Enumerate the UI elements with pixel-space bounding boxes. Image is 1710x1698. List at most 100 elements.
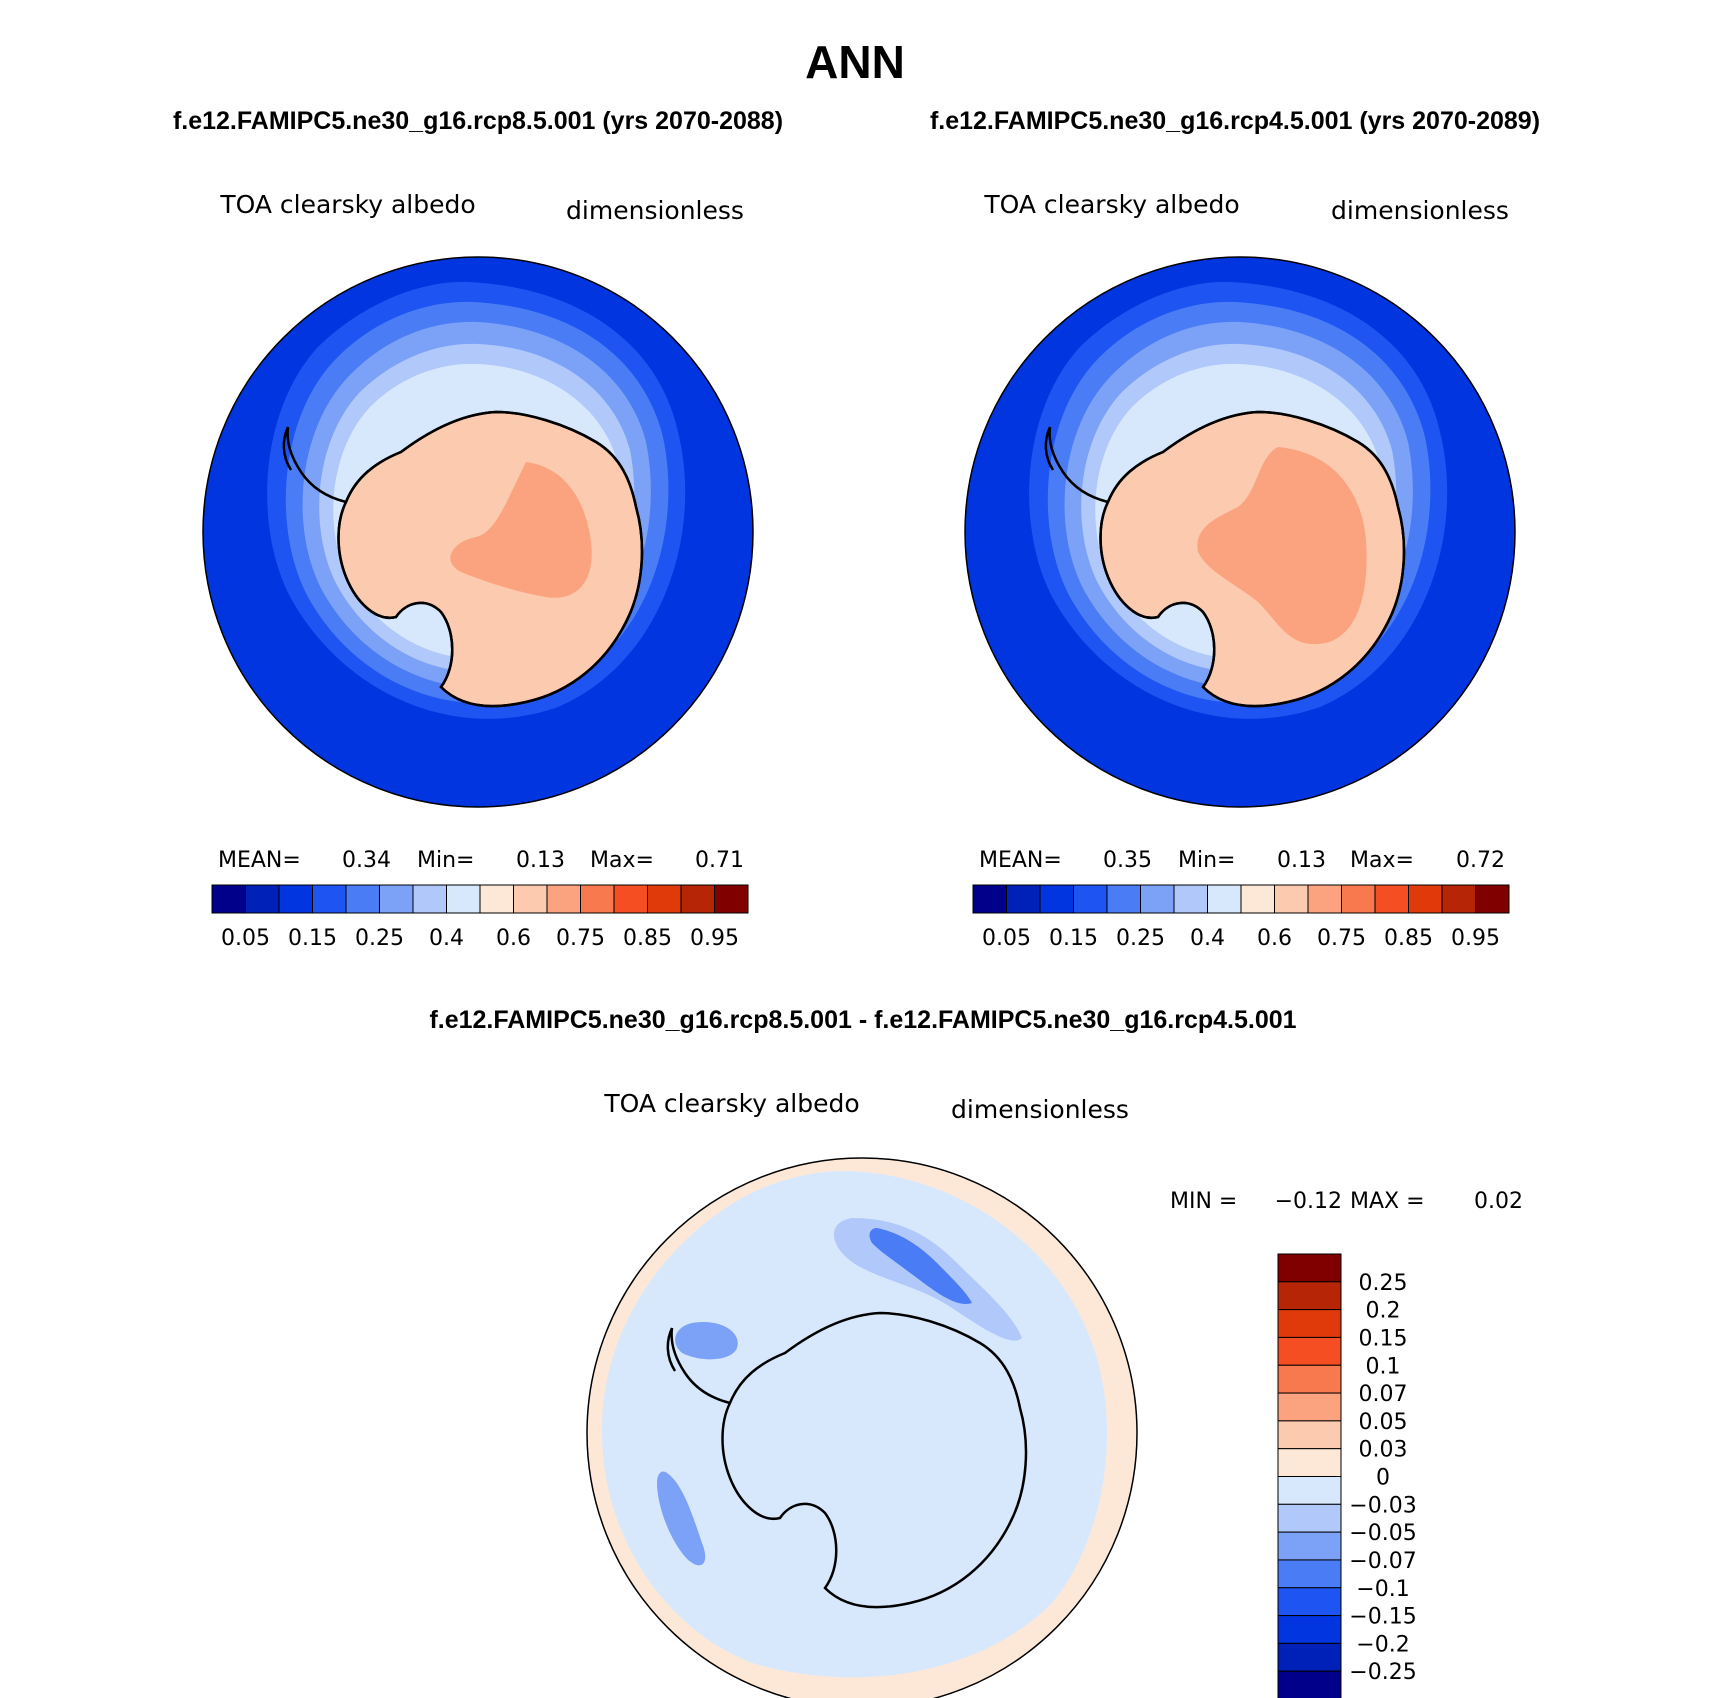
colorbar-swatch <box>479 884 514 914</box>
max-value: 0.72 <box>1456 848 1505 873</box>
polar-map-difference <box>586 1157 1138 1698</box>
colorbar-tick-label: 0.4 <box>1190 926 1225 951</box>
colorbar-swatch <box>1274 884 1309 914</box>
mean-label: MEAN= <box>979 848 1062 873</box>
colorbar-swatch <box>1277 1670 1342 1698</box>
colorbar-tick-label: 0.85 <box>623 926 672 951</box>
colorbar-swatch <box>1441 884 1476 914</box>
mean-value: 0.35 <box>1103 848 1152 873</box>
units-label: dimensionless <box>951 1095 1129 1124</box>
colorbar-swatch <box>1277 1253 1342 1283</box>
units-label: dimensionless <box>566 196 744 225</box>
colorbar-swatch <box>1408 884 1443 914</box>
colorbar-swatch <box>613 884 648 914</box>
colorbar-tick-label: −0.07 <box>1349 1549 1416 1574</box>
panel-difference: f.e12.FAMIPC5.ne30_g16.rcp8.5.001 - f.e1… <box>429 1006 1523 1698</box>
colorbar-swatch <box>1277 1615 1342 1644</box>
max-label: Max= <box>590 848 654 873</box>
colorbar-tick-label: 0.85 <box>1384 926 1433 951</box>
colorbar-swatch <box>1277 1392 1342 1422</box>
colorbar-tick-label: −0.25 <box>1349 1660 1416 1685</box>
colorbar-tick-label: 0.15 <box>1049 926 1098 951</box>
colorbar-tick-label: 0.2 <box>1366 1299 1401 1324</box>
case-title: f.e12.FAMIPC5.ne30_g16.rcp8.5.001 (yrs 2… <box>173 107 783 135</box>
colorbar-swatch <box>1207 884 1242 914</box>
case-title: f.e12.FAMIPC5.ne30_g16.rcp8.5.001 - f.e1… <box>429 1006 1296 1034</box>
min-label: Min= <box>1178 848 1235 873</box>
colorbar-swatch <box>1039 884 1074 914</box>
colorbar-tick-label: 0.4 <box>429 926 464 951</box>
map-anomaly-core <box>869 1228 972 1304</box>
units-label: dimensionless <box>1331 196 1509 225</box>
colorbar-swatch <box>580 884 615 914</box>
colorbar-tick-label: −0.1 <box>1356 1577 1409 1602</box>
colorbar-tick-label: 0.75 <box>556 926 605 951</box>
colorbar-tick-label: 0.1 <box>1366 1354 1401 1379</box>
colorbar-swatch <box>446 884 481 914</box>
colorbar-tick-label: −0.2 <box>1356 1632 1409 1657</box>
map-anomaly-southwest <box>657 1471 706 1566</box>
colorbar-tick-label: 0.15 <box>288 926 337 951</box>
colorbar-swatch <box>278 884 313 914</box>
interior-high-albedo <box>1197 447 1367 645</box>
colorbar-swatch <box>972 884 1007 914</box>
colorbar-swatch <box>1277 1559 1342 1589</box>
colorbar-swatch <box>513 884 548 914</box>
min-label: Min= <box>417 848 474 873</box>
colorbar-tick-label: −0.15 <box>1349 1605 1416 1630</box>
colorbar-difference: 0.25 0.20.15 0.1 0.07 0.05 0.03 0−0.03 −0.05 −0.… <box>1277 1253 1417 1698</box>
colorbar-main-2: 0.05 0.15 0.25 0.4 0.6 0.75 0.85 0.95 <box>972 884 1510 951</box>
variable-label: TOA clearsky albedo <box>603 1089 859 1118</box>
colorbar-swatch <box>1173 884 1208 914</box>
colorbar-swatch <box>1277 1531 1342 1561</box>
variable-label: TOA clearsky albedo <box>219 190 475 219</box>
colorbar-swatch <box>211 884 246 914</box>
figure-title: ANN <box>805 36 905 88</box>
colorbar-tick-label: 0.25 <box>1116 926 1165 951</box>
map-border <box>586 1157 1138 1698</box>
colorbar-swatch <box>1277 1476 1342 1505</box>
max-value: 0.71 <box>695 848 744 873</box>
colorbar-tick-label: 0 <box>1376 1466 1390 1491</box>
colorbar-tick-label: 0.6 <box>1257 926 1292 951</box>
colorbar-tick-label: 0.03 <box>1359 1438 1408 1463</box>
colorbar-swatch <box>1341 884 1376 914</box>
max-value: 0.02 <box>1474 1189 1523 1214</box>
colorbar-tick-label: 0.25 <box>1359 1271 1408 1296</box>
min-value: −0.12 <box>1275 1189 1342 1214</box>
colorbar-swatch <box>379 884 414 914</box>
colorbar-swatch <box>1240 884 1275 914</box>
colorbar-tick-label: −0.05 <box>1349 1521 1416 1546</box>
colorbar-swatch <box>1374 884 1409 914</box>
mean-value: 0.34 <box>342 848 391 873</box>
colorbar-swatch <box>680 884 715 914</box>
colorbar-tick-label: 0.05 <box>221 926 270 951</box>
colorbar-tick-label: 0.6 <box>496 926 531 951</box>
colorbar-swatch <box>1277 1281 1342 1311</box>
interior-high-albedo <box>450 462 592 598</box>
map-border <box>964 256 1516 808</box>
colorbar-tick-label: −0.03 <box>1349 1493 1416 1518</box>
colorbar-tick-label: 0.75 <box>1317 926 1366 951</box>
colorbar-swatch <box>1277 1364 1342 1394</box>
colorbar-swatch <box>1475 884 1510 914</box>
mean-label: MEAN= <box>218 848 301 873</box>
min-value: 0.13 <box>1277 848 1326 873</box>
colorbar-swatch <box>1277 1309 1342 1338</box>
colorbar-swatch <box>1073 884 1108 914</box>
colorbar-tick-label: 0.95 <box>690 926 739 951</box>
colorbar-swatch <box>1277 1420 1342 1450</box>
colorbar-swatch <box>546 884 581 914</box>
colorbar-swatch <box>1277 1587 1342 1617</box>
min-label: MIN = <box>1170 1189 1237 1214</box>
colorbar-swatch <box>1277 1336 1342 1366</box>
colorbar-swatch <box>1307 884 1342 914</box>
polar-map <box>202 256 754 808</box>
max-label: MAX = <box>1350 1189 1425 1214</box>
colorbar-main-1: 0.05 0.15 0.25 0.4 0.6 0.75 0.85 0.95 <box>211 884 749 951</box>
colorbar-swatch <box>1277 1448 1342 1477</box>
colorbar-swatch <box>1277 1642 1342 1672</box>
min-value: 0.13 <box>516 848 565 873</box>
colorbar-swatch <box>345 884 380 914</box>
